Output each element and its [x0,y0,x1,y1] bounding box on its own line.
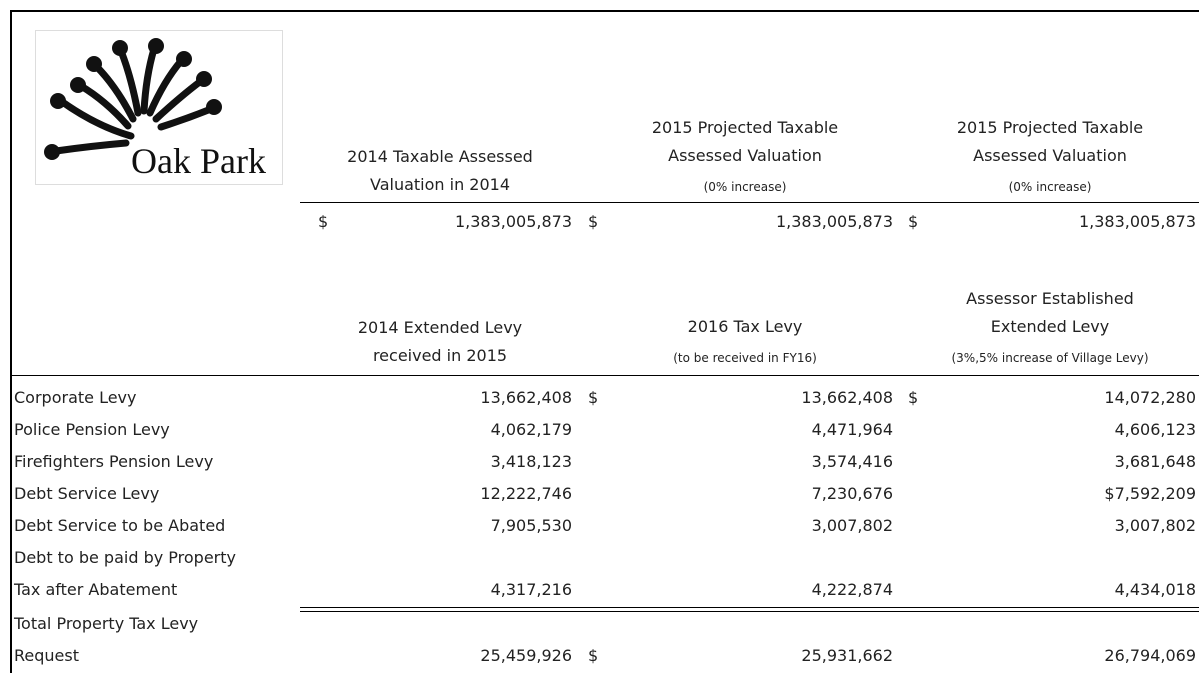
row-label: Request [14,646,79,665]
amount: 3,574,416 [811,452,893,471]
amount: 14,072,280 [1104,388,1196,407]
column-title: Assessed Valuation [668,146,822,165]
amount: 25,459,926 [480,646,572,665]
column-note: (0% increase) [1008,180,1092,194]
row-label: Tax after Abatement [14,580,178,599]
currency: $ [588,212,599,231]
frame [10,10,1199,673]
amount: 3,007,802 [811,516,893,535]
row-label: Firefighters Pension Levy [14,452,214,471]
amount: 13,662,408 [801,388,893,407]
amount: 7,905,530 [490,516,572,535]
currency: $ [908,212,919,231]
row-label: Debt Service Levy [14,484,160,503]
amount: 7,230,676 [811,484,893,503]
logo: Oak Park [35,30,283,185]
logo-text: Oak Park [131,141,266,181]
amount: 4,471,964 [811,420,893,439]
rule [10,375,1199,376]
column-note: (0% increase) [703,180,787,194]
amount: 1,383,005,873 [454,212,572,231]
amount: 12,222,746 [480,484,572,503]
rule [300,202,1199,203]
amount: $7,592,209 [1104,484,1196,503]
row-label: Total Property Tax Levy [14,614,199,633]
row-label: Debt Service to be Abated [14,516,226,535]
currency: $ [588,388,599,407]
row-label: Corporate Levy [14,388,137,407]
rule [300,611,1199,612]
row-label: Police Pension Levy [14,420,170,439]
currency: $ [588,646,599,665]
column-title: 2014 Extended Levy [357,318,523,337]
column-title: Assessor Established [966,289,1134,308]
amount: 3,681,648 [1114,452,1196,471]
column-title: 2014 Taxable Assessed [347,147,533,166]
column-title: Valuation in 2014 [369,175,511,194]
amount: 25,931,662 [801,646,893,665]
column-title: 2015 Projected Taxable [956,118,1144,137]
amount: 4,434,018 [1114,580,1196,599]
column-title: 2016 Tax Levy [687,317,803,336]
column-title: Extended Levy [990,317,1110,336]
amount: 3,418,123 [490,452,572,471]
amount: 4,606,123 [1114,420,1196,439]
amount: 3,007,802 [1114,516,1196,535]
currency: $ [318,212,329,231]
column-note: (to be received in FY16) [673,351,817,365]
amount: 4,062,179 [490,420,572,439]
rule [300,607,1199,608]
amount: 4,317,216 [490,580,572,599]
column-title: Assessed Valuation [973,146,1127,165]
column-note: (3%,5% increase of Village Levy) [951,351,1149,365]
column-title: 2015 Projected Taxable [651,118,839,137]
currency: $ [908,388,919,407]
amount: 1,383,005,873 [775,212,893,231]
logo-mark [44,38,222,160]
amount: 1,383,005,873 [1078,212,1196,231]
row-label: Debt to be paid by Property [14,548,236,567]
amount: 4,222,874 [811,580,893,599]
amount: 13,662,408 [480,388,572,407]
amount: 26,794,069 [1104,646,1196,665]
column-title: received in 2015 [372,346,508,365]
